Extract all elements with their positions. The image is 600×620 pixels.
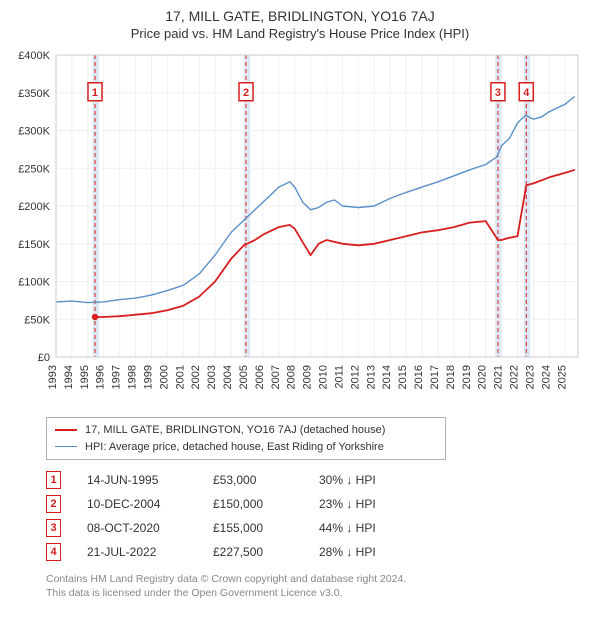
svg-text:2006: 2006	[254, 365, 266, 389]
title-block: 17, MILL GATE, BRIDLINGTON, YO16 7AJ Pri…	[12, 8, 588, 41]
tx-price: £53,000	[213, 473, 293, 487]
svg-text:1999: 1999	[142, 365, 154, 389]
tx-date: 14-JUN-1995	[87, 473, 187, 487]
svg-text:1993: 1993	[47, 365, 59, 389]
tx-date: 08-OCT-2020	[87, 521, 187, 535]
legend-label: 17, MILL GATE, BRIDLINGTON, YO16 7AJ (de…	[85, 422, 385, 439]
tx-date: 21-JUL-2022	[87, 545, 187, 559]
legend-label: HPI: Average price, detached house, East…	[85, 439, 384, 456]
svg-text:1: 1	[92, 87, 98, 99]
tx-delta: 44% ↓ HPI	[319, 521, 419, 535]
event-marker: 3	[46, 519, 61, 537]
svg-text:2004: 2004	[222, 365, 234, 389]
svg-text:2015: 2015	[397, 365, 409, 389]
svg-text:2010: 2010	[318, 365, 330, 389]
svg-text:2020: 2020	[477, 365, 489, 389]
svg-text:2018: 2018	[445, 365, 457, 389]
legend-row-hpi: HPI: Average price, detached house, East…	[55, 439, 437, 456]
legend-row-property: 17, MILL GATE, BRIDLINGTON, YO16 7AJ (de…	[55, 422, 437, 439]
svg-text:2025: 2025	[556, 365, 568, 389]
svg-text:2005: 2005	[238, 365, 250, 389]
svg-text:1995: 1995	[79, 365, 91, 389]
tx-price: £227,500	[213, 545, 293, 559]
tx-date: 10-DEC-2004	[87, 497, 187, 511]
svg-text:2016: 2016	[413, 365, 425, 389]
legend: 17, MILL GATE, BRIDLINGTON, YO16 7AJ (de…	[46, 417, 446, 460]
svg-text:2012: 2012	[349, 365, 361, 389]
svg-text:2011: 2011	[333, 365, 345, 389]
table-row: 4 21-JUL-2022 £227,500 28% ↓ HPI	[46, 540, 588, 564]
event-marker: 4	[46, 543, 61, 561]
page-title: 17, MILL GATE, BRIDLINGTON, YO16 7AJ	[12, 8, 588, 24]
svg-text:£150K: £150K	[18, 239, 50, 251]
tx-price: £150,000	[213, 497, 293, 511]
tx-delta: 30% ↓ HPI	[319, 473, 419, 487]
legend-swatch	[55, 429, 77, 431]
svg-text:2: 2	[243, 87, 249, 99]
svg-text:£400K: £400K	[18, 50, 50, 62]
svg-text:2024: 2024	[540, 365, 552, 389]
page-subtitle: Price paid vs. HM Land Registry's House …	[12, 26, 588, 41]
svg-text:2019: 2019	[461, 365, 473, 389]
svg-text:2023: 2023	[524, 365, 536, 389]
tx-delta: 28% ↓ HPI	[319, 545, 419, 559]
svg-text:2007: 2007	[270, 365, 282, 389]
footnote: Contains HM Land Registry data © Crown c…	[46, 572, 588, 600]
svg-text:2001: 2001	[174, 365, 186, 389]
tx-delta: 23% ↓ HPI	[319, 497, 419, 511]
svg-text:2000: 2000	[158, 365, 170, 389]
svg-text:£100K: £100K	[18, 277, 50, 289]
svg-text:2003: 2003	[206, 365, 218, 389]
svg-text:£300K: £300K	[18, 126, 50, 138]
svg-text:£50K: £50K	[24, 314, 50, 326]
svg-text:2014: 2014	[381, 365, 393, 389]
svg-text:2008: 2008	[286, 365, 298, 389]
svg-text:1998: 1998	[127, 365, 139, 389]
svg-text:£0: £0	[38, 352, 50, 364]
transaction-table: 1 14-JUN-1995 £53,000 30% ↓ HPI 2 10-DEC…	[46, 468, 588, 564]
svg-text:£350K: £350K	[18, 88, 50, 100]
svg-text:1996: 1996	[95, 365, 107, 389]
svg-text:£200K: £200K	[18, 201, 50, 213]
footnote-line: This data is licensed under the Open Gov…	[46, 586, 588, 600]
table-row: 3 08-OCT-2020 £155,000 44% ↓ HPI	[46, 516, 588, 540]
price-chart: £0 £50K £100K £150K £200K £250K £300K £350K £400…	[12, 47, 588, 407]
table-row: 1 14-JUN-1995 £53,000 30% ↓ HPI	[46, 468, 588, 492]
event-marker: 1	[46, 471, 61, 489]
table-row: 2 10-DEC-2004 £150,000 23% ↓ HPI	[46, 492, 588, 516]
svg-text:2017: 2017	[429, 365, 441, 389]
chart-container: 17, MILL GATE, BRIDLINGTON, YO16 7AJ Pri…	[0, 0, 600, 620]
svg-text:2009: 2009	[302, 365, 314, 389]
svg-text:£250K: £250K	[18, 163, 50, 175]
legend-swatch	[55, 446, 77, 447]
footnote-line: Contains HM Land Registry data © Crown c…	[46, 572, 588, 586]
svg-text:4: 4	[523, 87, 530, 99]
svg-text:2002: 2002	[190, 365, 202, 389]
tx-price: £155,000	[213, 521, 293, 535]
svg-text:1997: 1997	[111, 365, 123, 389]
event-marker: 2	[46, 495, 61, 513]
svg-text:1994: 1994	[63, 365, 75, 389]
svg-text:3: 3	[495, 87, 501, 99]
svg-text:2022: 2022	[509, 365, 521, 389]
svg-text:2013: 2013	[365, 365, 377, 389]
chart-svg: £0 £50K £100K £150K £200K £250K £300K £350K £400…	[12, 47, 588, 407]
svg-text:2021: 2021	[493, 365, 505, 389]
